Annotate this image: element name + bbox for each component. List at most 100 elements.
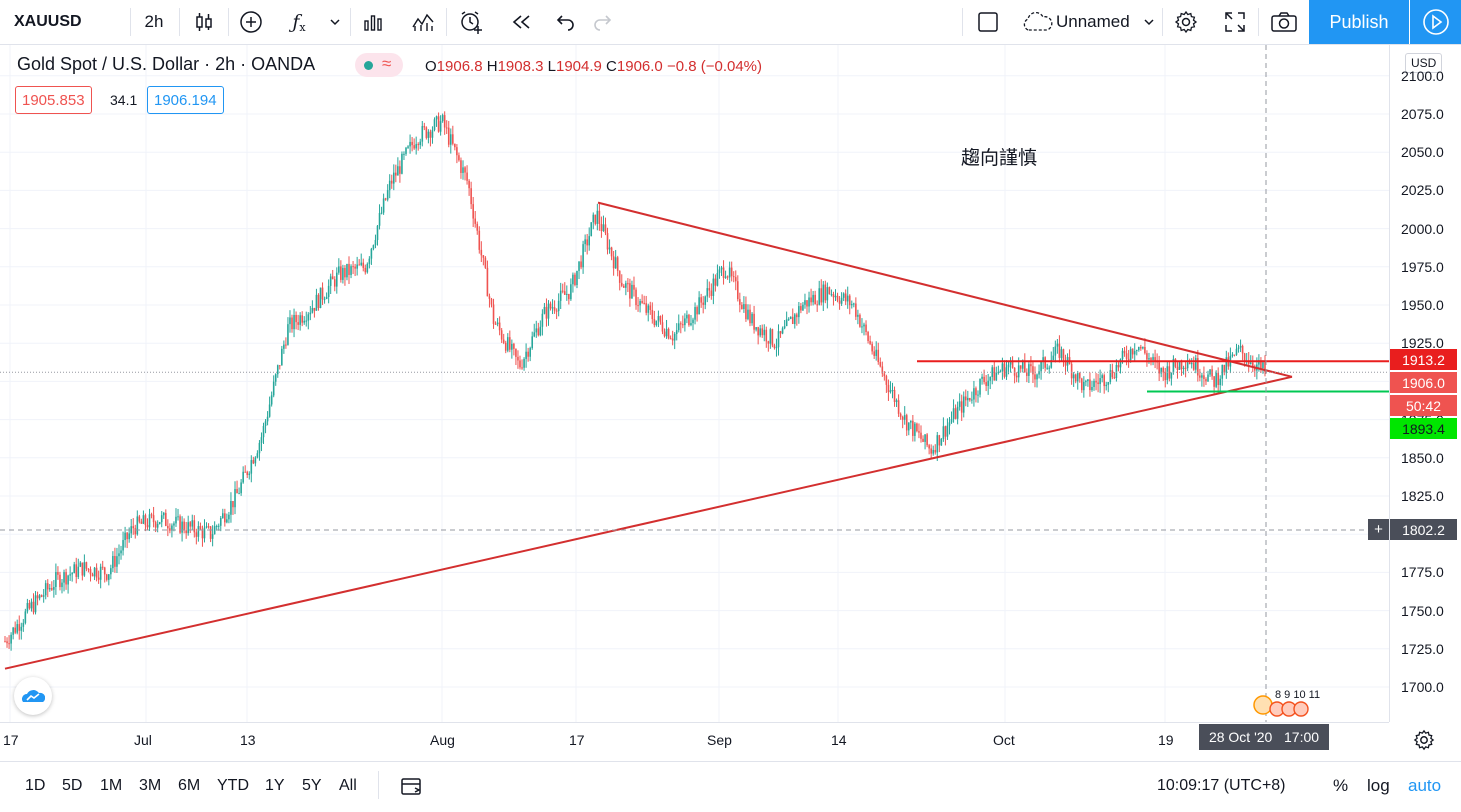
candle-body: [991, 367, 994, 378]
candle-body: [948, 422, 951, 426]
candle-body: [1176, 366, 1179, 370]
candle-body: [376, 225, 379, 241]
candle-body: [769, 329, 772, 344]
range-5y-button[interactable]: 5Y: [302, 777, 322, 794]
alert-icon[interactable]: [454, 0, 488, 44]
candle-body: [356, 264, 358, 269]
candle-body: [437, 116, 440, 132]
candle-body: [276, 365, 279, 375]
candle-body: [482, 255, 485, 258]
candle-body: [903, 415, 906, 420]
bar-chart-icon[interactable]: [356, 0, 390, 44]
layout-name[interactable]: Unnamed: [1056, 12, 1130, 31]
date-range-icon[interactable]: [400, 761, 424, 811]
candle-body: [983, 376, 985, 383]
candle-body: [932, 449, 935, 454]
play-icon[interactable]: [1410, 0, 1461, 44]
candle-body: [969, 397, 971, 401]
data-point: [236, 495, 238, 497]
range-ytd-button[interactable]: YTD: [217, 777, 249, 794]
crosshair-plus-icon[interactable]: +: [1368, 519, 1389, 540]
candle-body: [150, 514, 153, 516]
bid-price-button[interactable]: 1905.853: [15, 86, 92, 114]
auto-scale-button[interactable]: auto: [1408, 776, 1442, 795]
candle-body: [167, 525, 169, 529]
range-1y-button[interactable]: 1Y: [265, 777, 285, 794]
templates-icon[interactable]: [406, 0, 440, 44]
candle-body: [1081, 378, 1083, 391]
range-5d-button[interactable]: 5D: [62, 777, 83, 794]
symbol-title[interactable]: Gold Spot / U.S. Dollar · 2h · OANDA: [17, 54, 316, 74]
chevron-down-icon[interactable]: [324, 0, 346, 44]
candle-body: [183, 521, 185, 531]
candle-body: [1152, 357, 1154, 360]
log-scale-button[interactable]: log: [1367, 776, 1390, 795]
candle-body: [523, 358, 525, 368]
candle-body: [20, 626, 23, 631]
candle-body: [1093, 380, 1095, 387]
candle-body: [806, 300, 808, 307]
ask-price-button[interactable]: 1906.194: [147, 86, 224, 114]
settings-icon[interactable]: [1168, 0, 1204, 44]
percent-scale-button[interactable]: %: [1333, 776, 1349, 795]
candle-body: [598, 210, 601, 224]
candle-body: [1172, 358, 1175, 373]
candle-body: [291, 317, 293, 330]
camera-icon[interactable]: [1264, 0, 1304, 44]
price-chart[interactable]: [0, 45, 1389, 722]
add-indicator-icon[interactable]: [234, 0, 268, 44]
expand-icon[interactable]: [1218, 0, 1252, 44]
candle-body: [260, 437, 263, 443]
candle-body: [580, 261, 582, 268]
candle-body: [533, 332, 536, 337]
clock-timezone[interactable]: 10:09:17 (UTC+8): [1157, 777, 1286, 794]
candle-body: [822, 284, 825, 303]
candle-body: [582, 244, 584, 268]
candle-body: [331, 276, 334, 280]
candle-body: [557, 300, 560, 312]
range-1m-button[interactable]: 1M: [100, 777, 123, 794]
redo-icon[interactable]: [588, 0, 618, 44]
candle-body: [97, 577, 100, 580]
time-axis[interactable]: [0, 722, 1389, 761]
candle-body: [1062, 349, 1065, 361]
candle-body: [1142, 346, 1144, 349]
time-tick-label: 13: [240, 732, 256, 748]
currency-label[interactable]: USD: [1405, 53, 1443, 73]
chart-settings-gear-icon[interactable]: [1413, 729, 1435, 756]
replay-icon[interactable]: [504, 0, 538, 44]
economic-events-icon[interactable]: 8 9 10 11: [1251, 689, 1327, 719]
text-annotation[interactable]: 趨向謹慎: [961, 147, 1038, 169]
candle-body: [1241, 345, 1244, 354]
range-3m-button[interactable]: 3M: [139, 777, 162, 794]
candle-body: [443, 115, 446, 128]
candle-body: [724, 276, 727, 278]
chart-pane[interactable]: [0, 45, 1389, 722]
range-all-button[interactable]: All: [339, 777, 357, 794]
candle-body: [590, 222, 593, 237]
candles-icon[interactable]: [186, 0, 222, 44]
interval-button[interactable]: 2h: [144, 12, 164, 31]
undo-icon[interactable]: [550, 0, 580, 44]
candle-body: [561, 290, 564, 292]
cloud-icon[interactable]: [1018, 0, 1056, 44]
data-point: [158, 518, 160, 520]
candle-body: [26, 602, 29, 612]
range-1d-button[interactable]: 1D: [25, 777, 46, 794]
publish-button[interactable]: Publish: [1309, 0, 1409, 44]
candle-body: [637, 305, 639, 307]
candle-body: [130, 526, 133, 534]
candle-body: [175, 516, 177, 524]
candle-body: [1237, 347, 1240, 349]
symbol-search[interactable]: XAUUSD: [14, 13, 82, 30]
candle-body: [120, 550, 122, 554]
candle-body: [407, 146, 409, 148]
range-6m-button[interactable]: 6M: [178, 777, 201, 794]
candle-body: [673, 333, 676, 341]
fullscreen-box-icon[interactable]: [972, 0, 1004, 44]
chevron-down-icon[interactable]: [1138, 0, 1160, 44]
candle-body: [588, 236, 591, 246]
candle-body: [1032, 366, 1034, 375]
tradingview-logo-icon[interactable]: [14, 677, 52, 715]
